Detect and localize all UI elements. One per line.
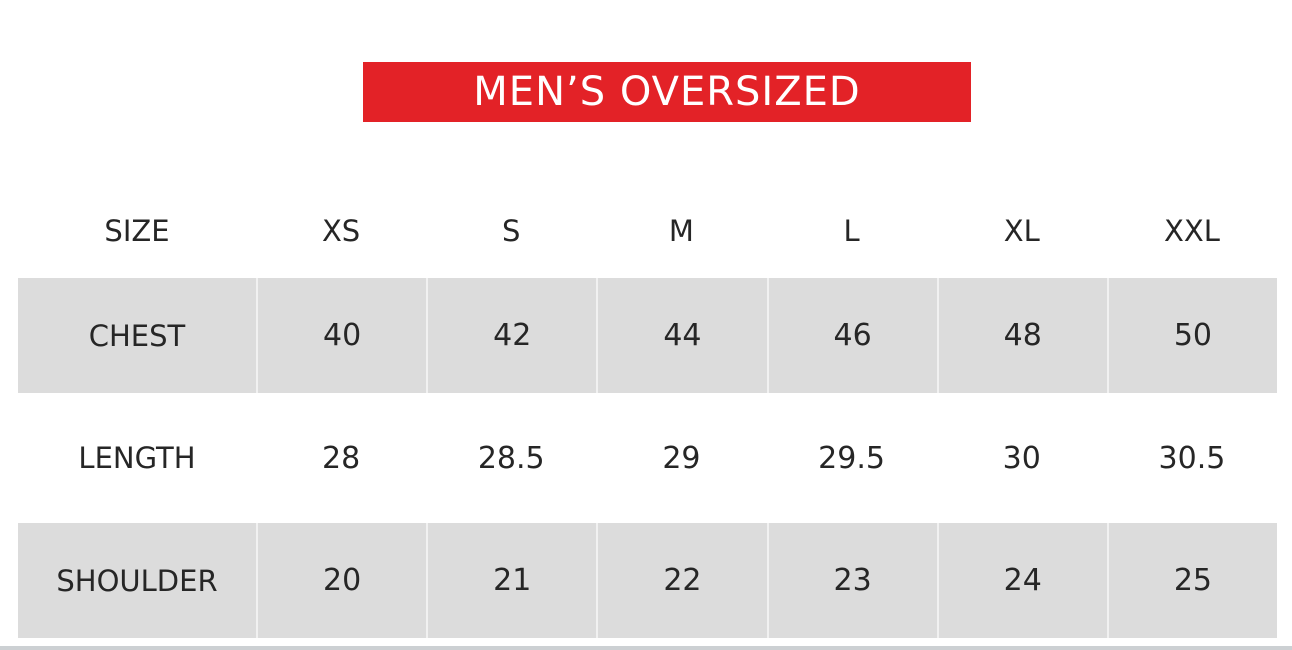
- table-cell-chest-m: 44: [596, 278, 766, 393]
- column-header-m: M: [668, 213, 694, 248]
- table-row-length: LENGTH 28 28.5 29 29.5 30 30.5: [18, 393, 1277, 523]
- table-cell-length-xs: 28: [321, 440, 361, 476]
- table-cell-length-xxl: 30.5: [1158, 440, 1226, 476]
- row-label-length: LENGTH: [78, 441, 196, 475]
- table-cell-chest-xl: 48: [936, 278, 1107, 393]
- table-cell-chest-xs: 40: [256, 278, 426, 393]
- table-cell-length-l: 29.5: [818, 440, 885, 476]
- table-cell-shoulder-xl: 24: [936, 523, 1107, 638]
- column-header-size: SIZE: [104, 213, 170, 248]
- table-cell-shoulder-s: 21: [426, 523, 596, 638]
- table-cell-shoulder-l: 23: [766, 523, 937, 638]
- chart-title: MEN’S OVERSIZED: [473, 69, 861, 115]
- column-header-s: S: [502, 213, 521, 248]
- row-label-chest: CHEST: [88, 318, 186, 353]
- column-header-l: L: [843, 213, 860, 248]
- chart-title-banner: MEN’S OVERSIZED: [363, 62, 971, 122]
- table-cell-shoulder-xs: 20: [256, 523, 426, 638]
- table-cell-shoulder-m: 22: [596, 523, 766, 638]
- row-label-shoulder: SHOULDER: [56, 563, 218, 598]
- table-cell-length-xl: 30: [1002, 440, 1041, 476]
- size-table: SIZE XS S M L XL XXL CHEST 40 42 44 46 4…: [18, 183, 1277, 638]
- table-header-row: SIZE XS S M L XL XXL: [18, 183, 1277, 278]
- bottom-divider: [0, 646, 1292, 650]
- table-cell-chest-l: 46: [766, 278, 937, 393]
- table-cell-shoulder-xxl: 25: [1106, 523, 1277, 638]
- table-cell-length-m: 29: [662, 440, 701, 476]
- column-header-xs: XS: [321, 213, 361, 248]
- column-header-xl: XL: [1003, 213, 1040, 248]
- table-cell-chest-xxl: 50: [1106, 278, 1277, 393]
- table-row-shoulder: SHOULDER 20 21 22 23 24 25: [18, 523, 1277, 638]
- column-header-xxl: XXL: [1163, 213, 1220, 248]
- table-row-chest: CHEST 40 42 44 46 48 50: [18, 278, 1277, 393]
- table-cell-length-s: 28.5: [477, 440, 545, 476]
- table-cell-chest-s: 42: [426, 278, 596, 393]
